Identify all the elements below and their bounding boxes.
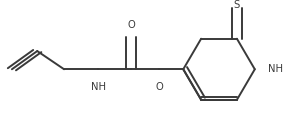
Text: S: S — [234, 0, 240, 10]
Text: O: O — [127, 20, 135, 30]
Text: NH: NH — [91, 82, 106, 92]
Text: O: O — [156, 82, 163, 92]
Text: NH: NH — [268, 64, 283, 74]
